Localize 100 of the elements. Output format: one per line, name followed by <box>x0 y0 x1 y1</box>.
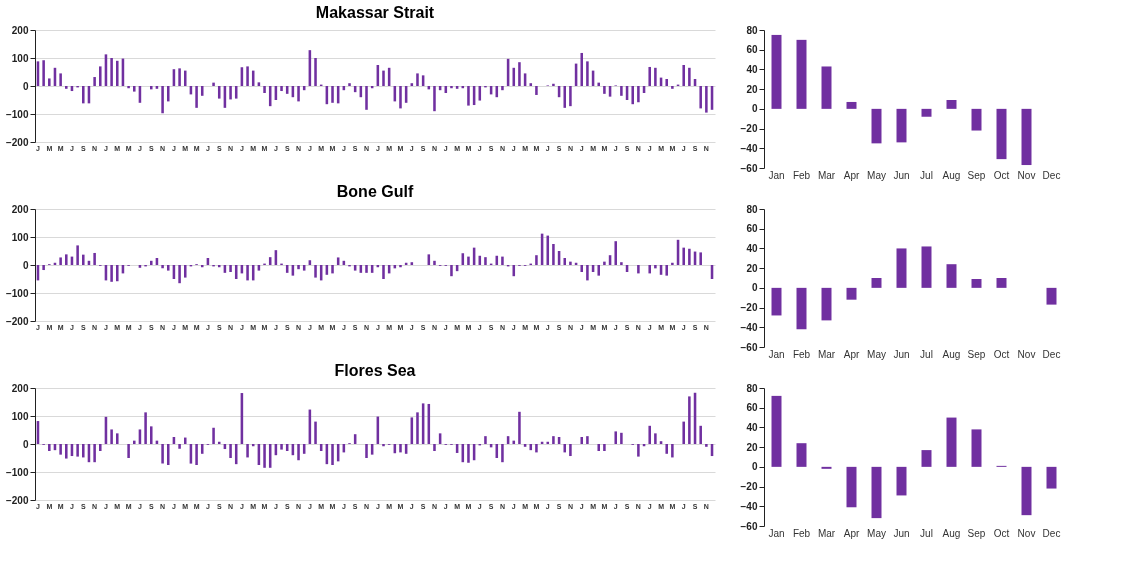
bar <box>149 426 153 444</box>
y-tick-label: −200 <box>5 494 29 506</box>
bar <box>614 431 618 444</box>
bar <box>76 444 79 457</box>
y-tick-label: −60 <box>740 520 758 532</box>
bar <box>416 412 419 444</box>
x-tick-label: Dec <box>1042 169 1061 181</box>
bar <box>586 436 589 444</box>
bar <box>1021 108 1032 166</box>
x-tick-label: Mar <box>817 348 836 360</box>
bar <box>382 70 385 86</box>
bar <box>99 444 102 451</box>
x-tick-label: Jul <box>920 348 933 360</box>
bar <box>603 261 606 265</box>
bar <box>637 265 640 274</box>
bar <box>59 444 62 455</box>
bar <box>297 444 300 461</box>
bar <box>467 444 470 463</box>
bar <box>654 67 657 86</box>
x-tick-label: Nov <box>1017 348 1036 360</box>
y-tick-label: 60 <box>746 44 758 56</box>
bar <box>297 265 300 270</box>
bar <box>93 444 96 463</box>
bar <box>1046 466 1057 489</box>
bar <box>654 265 657 269</box>
bar <box>546 235 550 265</box>
y-tick-label: −60 <box>740 162 758 174</box>
bar <box>771 287 782 316</box>
bar <box>699 252 702 265</box>
bar <box>563 86 567 108</box>
bar <box>416 73 419 86</box>
bar <box>450 86 453 89</box>
bar <box>821 287 832 321</box>
bar <box>580 265 584 272</box>
bar <box>671 86 674 89</box>
bar <box>535 86 538 95</box>
bar <box>217 86 221 99</box>
y-tick-label: −100 <box>5 287 29 299</box>
y-tick-label: 0 <box>22 80 29 92</box>
bar <box>183 437 187 444</box>
bar <box>682 421 685 444</box>
bar <box>1021 466 1032 516</box>
y-tick-label: −20 <box>740 302 758 314</box>
bar <box>183 265 187 278</box>
x-tick-label: Oct <box>993 527 1010 539</box>
bar <box>597 265 601 276</box>
x-tick-label: Dec <box>1042 527 1061 539</box>
bar <box>648 265 651 274</box>
bar <box>76 245 79 265</box>
bar <box>631 86 634 105</box>
bar <box>597 82 601 86</box>
y-tick-label: −40 <box>740 142 758 154</box>
y-tick-label: 100 <box>11 52 29 64</box>
bar <box>280 86 283 92</box>
bar <box>433 444 436 451</box>
bar <box>161 444 164 464</box>
bar <box>161 86 164 114</box>
bar <box>127 86 130 89</box>
bar <box>65 444 68 459</box>
bar <box>654 433 657 444</box>
bar <box>796 443 807 467</box>
bar <box>217 265 221 268</box>
x-tick-label: Feb <box>792 348 811 360</box>
bar <box>178 265 181 284</box>
y-tick-label: 0 <box>751 103 758 115</box>
bar <box>518 62 521 86</box>
x-tick-label: Nov <box>1017 527 1036 539</box>
y-tick-label: −20 <box>740 481 758 493</box>
x-tick-label: Apr <box>843 527 860 539</box>
bar <box>682 65 685 86</box>
bar <box>518 411 521 444</box>
x-tick-label: Jan <box>768 527 785 539</box>
y-tick-label: 200 <box>11 382 29 394</box>
y-tick-label: 80 <box>746 24 758 36</box>
x-tick-label: Jun <box>893 348 910 360</box>
bar <box>42 60 45 86</box>
bar <box>996 108 1007 160</box>
y-tick-label: 80 <box>746 382 758 394</box>
y-tick-label: −200 <box>5 315 29 327</box>
bar <box>82 254 85 265</box>
bar <box>569 444 572 457</box>
bar <box>671 262 674 265</box>
chart-title: Makassar Strait <box>315 4 435 21</box>
bar <box>921 450 932 467</box>
bar <box>552 244 555 265</box>
bar <box>178 444 181 449</box>
bar <box>569 261 572 265</box>
y-tick-label: 0 <box>751 282 758 294</box>
y-tick-label: −100 <box>5 466 29 478</box>
bar <box>552 83 555 86</box>
bar <box>166 444 170 465</box>
x-tick-label: May <box>867 169 886 181</box>
bar <box>946 264 957 288</box>
y-tick-label: 40 <box>746 421 758 433</box>
bar <box>132 86 136 92</box>
bar <box>484 436 487 444</box>
bar <box>796 287 807 330</box>
bar <box>620 262 623 265</box>
bar <box>699 86 702 109</box>
bar <box>501 86 504 91</box>
